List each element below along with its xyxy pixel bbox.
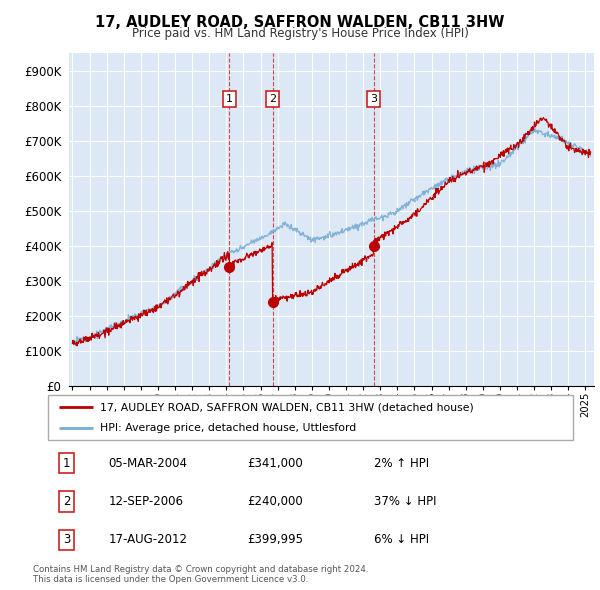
Text: Contains HM Land Registry data © Crown copyright and database right 2024.
This d: Contains HM Land Registry data © Crown c…: [33, 565, 368, 584]
Text: £240,000: £240,000: [248, 495, 303, 508]
Text: 3: 3: [62, 533, 70, 546]
Text: 2: 2: [62, 495, 70, 508]
Text: HPI: Average price, detached house, Uttlesford: HPI: Average price, detached house, Uttl…: [101, 422, 357, 432]
Text: 2% ↑ HPI: 2% ↑ HPI: [373, 457, 428, 470]
Text: 2: 2: [269, 94, 276, 104]
FancyBboxPatch shape: [48, 395, 573, 440]
Text: 17-AUG-2012: 17-AUG-2012: [109, 533, 187, 546]
Text: 37% ↓ HPI: 37% ↓ HPI: [373, 495, 436, 508]
Text: 6% ↓ HPI: 6% ↓ HPI: [373, 533, 428, 546]
Text: £399,995: £399,995: [248, 533, 304, 546]
Text: 1: 1: [62, 457, 70, 470]
Text: £341,000: £341,000: [248, 457, 303, 470]
Text: 3: 3: [370, 94, 377, 104]
Text: 05-MAR-2004: 05-MAR-2004: [109, 457, 187, 470]
Text: Price paid vs. HM Land Registry's House Price Index (HPI): Price paid vs. HM Land Registry's House …: [131, 27, 469, 40]
Text: 12-SEP-2006: 12-SEP-2006: [109, 495, 184, 508]
Text: 17, AUDLEY ROAD, SAFFRON WALDEN, CB11 3HW: 17, AUDLEY ROAD, SAFFRON WALDEN, CB11 3H…: [95, 15, 505, 30]
Text: 1: 1: [226, 94, 233, 104]
Text: 17, AUDLEY ROAD, SAFFRON WALDEN, CB11 3HW (detached house): 17, AUDLEY ROAD, SAFFRON WALDEN, CB11 3H…: [101, 402, 474, 412]
